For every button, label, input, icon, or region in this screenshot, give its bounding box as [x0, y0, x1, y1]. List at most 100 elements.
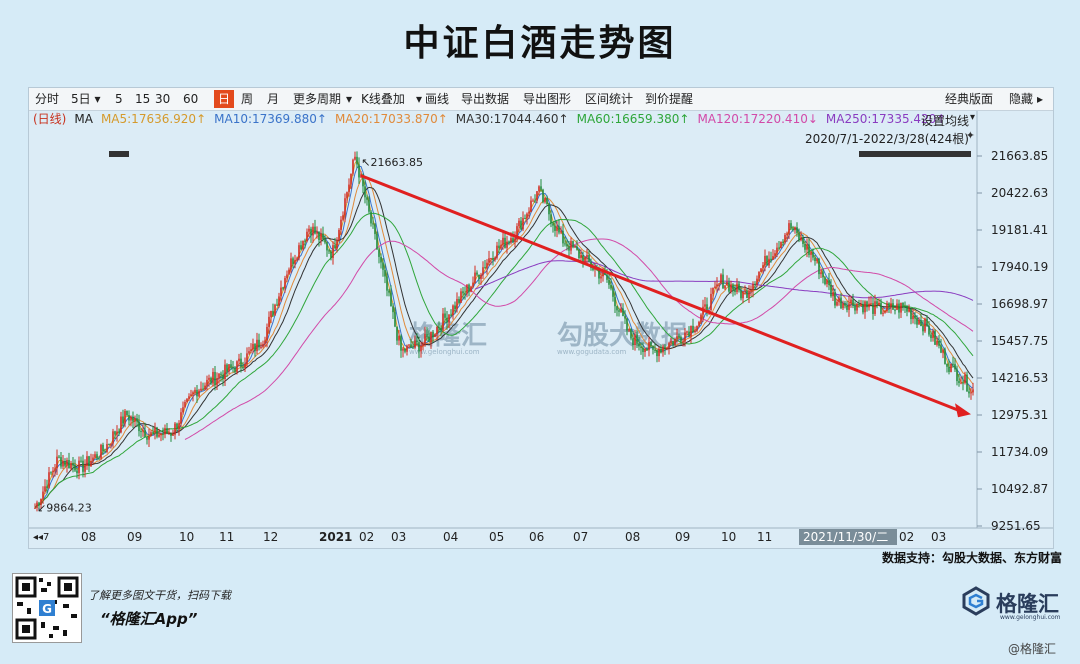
candle-body [524, 218, 526, 220]
candle-body [334, 245, 336, 249]
candle-body [914, 315, 916, 319]
toolbar-item-7[interactable]: 周 [241, 92, 254, 106]
candle-body [438, 326, 440, 328]
candle-body [924, 318, 926, 332]
chart-toolbar: 分时 5日 ▾ 5 15 30 60 日周月更多周期 ▾ K线叠加 ▾ 画线 导出数据 导出图形 区间统计… [29, 88, 1053, 111]
toolbar-item-6[interactable]: 日 [214, 90, 235, 108]
x-tick-label: 03 [391, 530, 406, 544]
candle-body [162, 433, 164, 435]
candle-body [568, 246, 570, 251]
candle-body [78, 460, 80, 474]
candle-body [386, 276, 388, 291]
candle-body [748, 291, 750, 298]
toolbar-item-11[interactable]: K线叠加 [361, 92, 405, 106]
candle-body [274, 304, 276, 316]
candle-body [626, 318, 628, 331]
candle-body [122, 416, 124, 424]
candle-body [414, 340, 416, 348]
candle-body [824, 277, 826, 285]
candle-body [202, 388, 204, 390]
candle-body [146, 437, 148, 440]
toolbar-item-3[interactable]: 15 [135, 92, 151, 106]
candle-body [150, 432, 152, 437]
candle-body [178, 423, 180, 430]
x-tick-label: 06 [529, 530, 544, 544]
candle-body [554, 225, 556, 231]
candle-body [522, 218, 524, 230]
toolbar-right-1[interactable]: 隐藏 [1009, 92, 1034, 106]
toolbar-item-2[interactable]: 5 [115, 92, 123, 106]
candle-body [648, 342, 650, 351]
toolbar-item-17[interactable]: 到价提醒 [645, 92, 694, 106]
candle-body [968, 391, 970, 394]
candle-body [488, 258, 490, 263]
candle-body [262, 343, 264, 347]
candle-body [442, 313, 444, 330]
candle-body [624, 316, 626, 319]
toolbar-item-8[interactable]: 月 [267, 92, 280, 106]
toolbar-item-9[interactable]: 更多周期 [293, 92, 342, 106]
candle-body [696, 325, 698, 331]
toolbar-item-13[interactable]: 画线 [425, 92, 450, 106]
toolbar-item-4[interactable]: 30 [155, 92, 171, 106]
candle-body [920, 320, 922, 327]
candle-body [662, 346, 664, 353]
candle-body [840, 297, 842, 309]
candle-body [424, 334, 426, 344]
candle-body [348, 184, 350, 193]
ma-legend-item-5: MA30:17044.460↑ [455, 112, 569, 126]
toolbar-item-0[interactable]: 分时 [35, 92, 60, 106]
candle-body [618, 310, 620, 312]
candle-body [556, 226, 558, 231]
candle-body [814, 257, 816, 262]
candle-body [616, 306, 618, 311]
candle-body [142, 430, 144, 432]
candle-body [476, 272, 478, 275]
candle-body [598, 270, 600, 279]
toolbar-right-2[interactable]: ▸ [1037, 92, 1044, 106]
candle-body [192, 392, 194, 395]
toolbar-item-16[interactable]: 区间统计 [585, 92, 634, 106]
y-tick-label: 19181.41 [991, 223, 1048, 237]
candle-body [358, 164, 360, 178]
toolbar-item-14[interactable]: 导出数据 [461, 92, 510, 106]
candle-body [440, 327, 442, 330]
candle-body [562, 231, 564, 244]
candle-body [872, 303, 874, 314]
candle-body [628, 329, 630, 331]
x-tick-label: 08 [625, 530, 640, 544]
candle-body [962, 382, 964, 384]
chevron-down-icon[interactable]: ▾ [969, 112, 975, 123]
toolbar-item-10[interactable]: ▾ [346, 92, 353, 106]
candle-body [62, 461, 64, 467]
toolbar-item-1[interactable]: 5日 ▾ [71, 92, 101, 106]
candle-body [580, 255, 582, 258]
toolbar-item-12[interactable]: ▾ [416, 92, 423, 106]
candle-body [722, 274, 724, 289]
toolbar-right-0[interactable]: 经典版面 [945, 92, 994, 106]
candle-body [878, 302, 880, 305]
candle-body [706, 304, 708, 312]
candle-body [428, 336, 430, 342]
candle-body [604, 271, 606, 275]
x-tick-label: 04 [443, 530, 458, 544]
candle-body [222, 374, 224, 380]
candle-body [700, 314, 702, 322]
candle-body [802, 237, 804, 244]
candle-body [690, 325, 692, 337]
toolbar-item-5[interactable]: 60 [183, 92, 199, 106]
ma-legend-item-2: MA5:17636.920↑ [100, 112, 207, 126]
candle-body [258, 339, 260, 348]
marker-bar-right [859, 151, 971, 157]
candle-body [382, 262, 384, 270]
pin-icon[interactable]: ✦ [965, 129, 975, 142]
candle-body [798, 233, 800, 241]
toolbar-item-15[interactable]: 导出图形 [523, 92, 572, 106]
candle-body [790, 223, 792, 229]
candle-body [240, 358, 242, 367]
candle-body [166, 428, 168, 434]
candle-body [936, 341, 938, 345]
candle-body [44, 486, 46, 492]
ma-settings-button[interactable]: 设置均线 [920, 114, 969, 128]
candle-body [638, 343, 640, 347]
